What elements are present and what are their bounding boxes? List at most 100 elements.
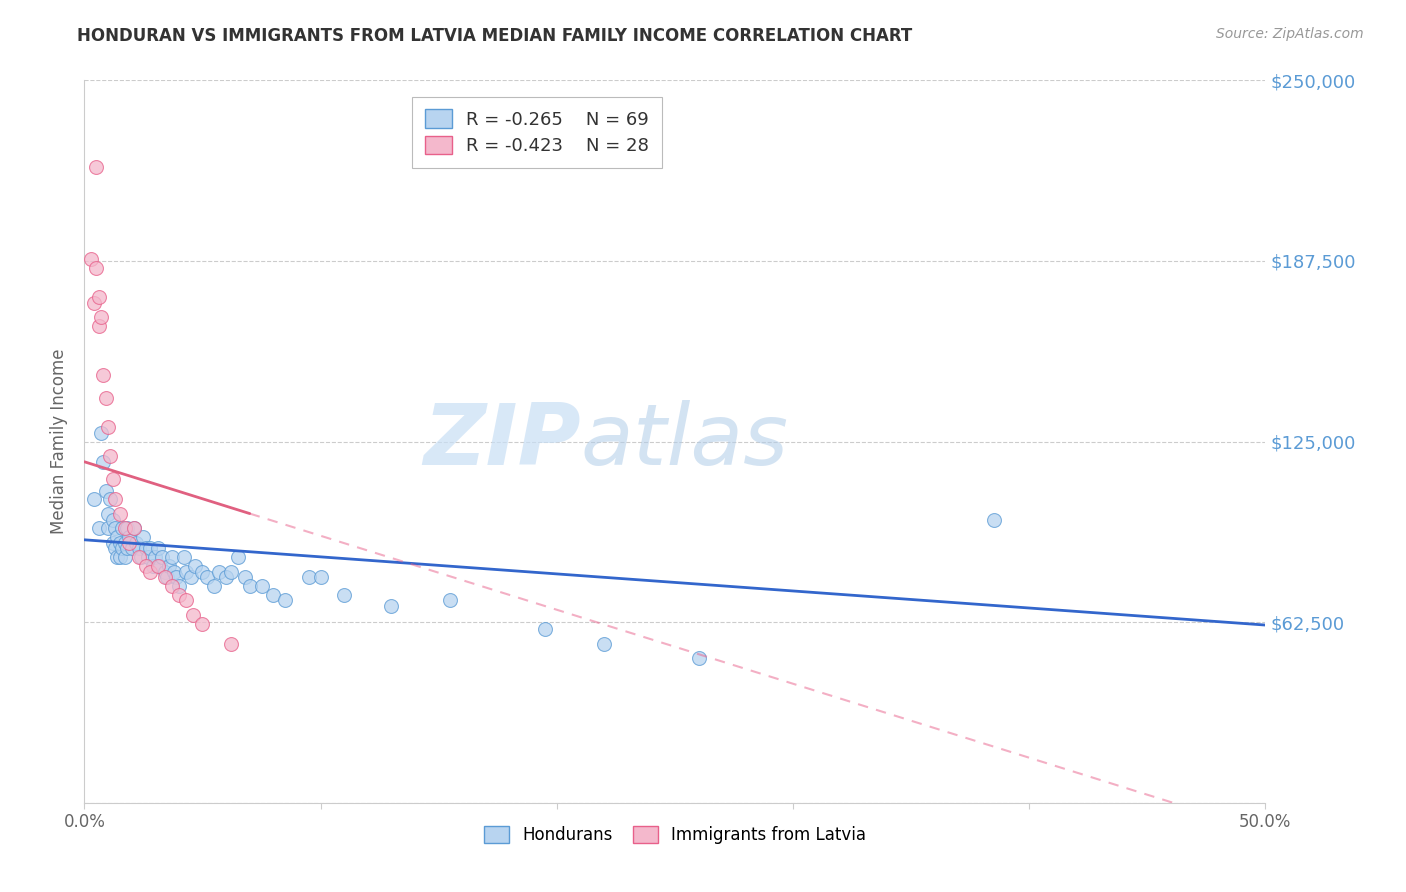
Point bbox=[262, 588, 284, 602]
Point bbox=[166, 570, 188, 584]
Point bbox=[184, 558, 207, 573]
Point bbox=[122, 521, 145, 535]
Point bbox=[191, 616, 214, 631]
Text: ZIP: ZIP bbox=[423, 400, 581, 483]
Point bbox=[163, 565, 186, 579]
Point bbox=[593, 637, 616, 651]
Point bbox=[173, 550, 195, 565]
Point bbox=[167, 579, 190, 593]
Point bbox=[101, 472, 124, 486]
Text: Source: ZipAtlas.com: Source: ZipAtlas.com bbox=[1216, 27, 1364, 41]
Point bbox=[380, 599, 402, 614]
Point bbox=[84, 160, 107, 174]
Point bbox=[128, 550, 150, 565]
Point bbox=[118, 530, 141, 544]
Point bbox=[83, 295, 105, 310]
Point bbox=[153, 565, 176, 579]
Point bbox=[104, 492, 127, 507]
Point bbox=[146, 541, 169, 556]
Point bbox=[107, 530, 129, 544]
Point bbox=[181, 607, 204, 622]
Point bbox=[125, 535, 148, 549]
Point bbox=[129, 550, 152, 565]
Point bbox=[219, 637, 242, 651]
Point bbox=[167, 588, 190, 602]
Point bbox=[174, 593, 197, 607]
Point bbox=[202, 579, 225, 593]
Point bbox=[108, 535, 131, 549]
Point bbox=[114, 550, 136, 565]
Point bbox=[118, 535, 141, 549]
Point bbox=[94, 391, 117, 405]
Point bbox=[104, 541, 127, 556]
Point bbox=[226, 550, 249, 565]
Point bbox=[114, 535, 136, 549]
Point bbox=[91, 455, 114, 469]
Point bbox=[101, 535, 124, 549]
Point bbox=[139, 565, 162, 579]
Point bbox=[333, 588, 356, 602]
Point bbox=[233, 570, 256, 584]
Point bbox=[87, 521, 110, 535]
Point bbox=[94, 483, 117, 498]
Point bbox=[157, 558, 180, 573]
Point bbox=[87, 318, 110, 333]
Point bbox=[239, 579, 262, 593]
Point bbox=[153, 570, 176, 584]
Legend: Hondurans, Immigrants from Latvia: Hondurans, Immigrants from Latvia bbox=[475, 817, 875, 852]
Point bbox=[983, 512, 1005, 526]
Point bbox=[534, 623, 557, 637]
Point bbox=[101, 512, 124, 526]
Point bbox=[80, 252, 103, 267]
Point bbox=[143, 550, 166, 565]
Point bbox=[274, 593, 297, 607]
Point bbox=[688, 651, 710, 665]
Point bbox=[111, 521, 134, 535]
Point bbox=[128, 541, 150, 556]
Point bbox=[90, 310, 112, 325]
Point bbox=[195, 570, 218, 584]
Point bbox=[136, 550, 159, 565]
Point bbox=[150, 550, 173, 565]
Point bbox=[208, 565, 231, 579]
Point bbox=[108, 507, 131, 521]
Point bbox=[215, 570, 238, 584]
Point bbox=[146, 558, 169, 573]
Point bbox=[115, 541, 138, 556]
Point bbox=[98, 449, 121, 463]
Point bbox=[114, 521, 136, 535]
Point bbox=[107, 550, 129, 565]
Point bbox=[219, 565, 242, 579]
Point bbox=[90, 425, 112, 440]
Point bbox=[149, 558, 172, 573]
Point bbox=[180, 570, 202, 584]
Point bbox=[84, 261, 107, 276]
Point bbox=[132, 530, 155, 544]
Text: HONDURAN VS IMMIGRANTS FROM LATVIA MEDIAN FAMILY INCOME CORRELATION CHART: HONDURAN VS IMMIGRANTS FROM LATVIA MEDIA… bbox=[77, 27, 912, 45]
Point bbox=[104, 521, 127, 535]
Point bbox=[115, 521, 138, 535]
Point bbox=[156, 570, 179, 584]
Point bbox=[97, 507, 120, 521]
Point bbox=[97, 420, 120, 434]
Point bbox=[108, 550, 131, 565]
Point bbox=[98, 492, 121, 507]
Point bbox=[87, 290, 110, 304]
Point bbox=[439, 593, 461, 607]
Point bbox=[139, 541, 162, 556]
Text: atlas: atlas bbox=[581, 400, 789, 483]
Point bbox=[160, 550, 183, 565]
Point bbox=[83, 492, 105, 507]
Point bbox=[97, 521, 120, 535]
Point bbox=[174, 565, 197, 579]
Point bbox=[298, 570, 321, 584]
Y-axis label: Median Family Income: Median Family Income bbox=[51, 349, 69, 534]
Point bbox=[135, 541, 157, 556]
Point bbox=[135, 558, 157, 573]
Point bbox=[160, 579, 183, 593]
Point bbox=[250, 579, 273, 593]
Point bbox=[111, 541, 134, 556]
Point bbox=[309, 570, 332, 584]
Point bbox=[121, 541, 143, 556]
Point bbox=[122, 521, 145, 535]
